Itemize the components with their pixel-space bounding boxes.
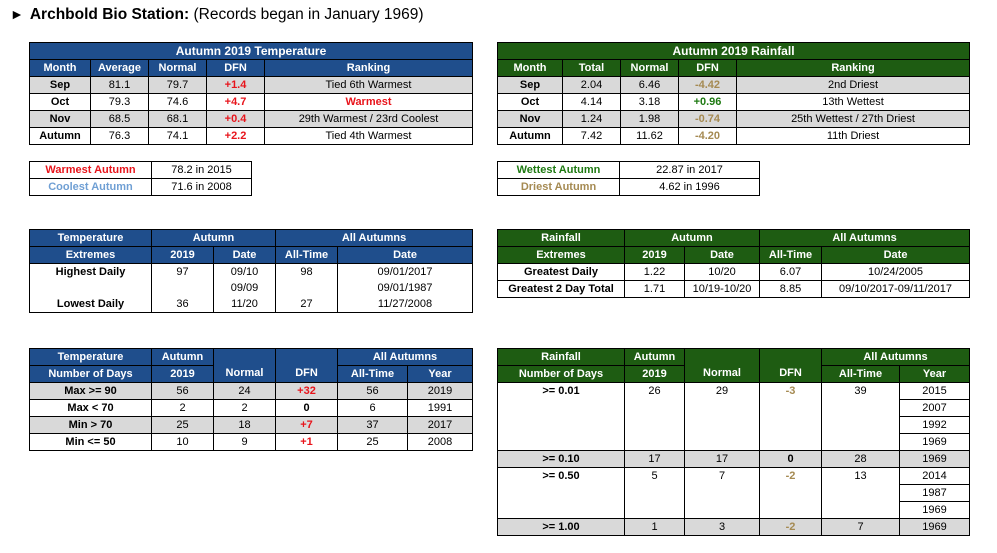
col-header: Ranking	[264, 59, 473, 77]
coolest-autumn-value: 71.6 in 2008	[151, 178, 252, 196]
table-row: >= 0.01 26 29 -3 39 2015	[497, 382, 970, 400]
temperature-days-table: Temperature Autumn All Autumns Number of…	[29, 348, 473, 451]
rainfall-records-table: Wettest Autumn 22.87 in 2017 Driest Autu…	[497, 161, 760, 196]
temperature-extremes-table: Temperature Autumn All Autumns Extremes …	[29, 229, 474, 313]
records-note: (Records began in January 1969)	[193, 6, 424, 23]
table-row: Lowest Daily 36 11/20 27 11/27/2008	[29, 296, 474, 313]
wettest-autumn-value: 22.87 in 2017	[619, 161, 760, 179]
table-row: Min <= 50 10 9 +1 25 2008	[29, 433, 473, 451]
coolest-autumn-label: Coolest Autumn	[29, 178, 152, 196]
table-row: Nov 68.5 68.1 +0.4 29th Warmest / 23rd C…	[29, 110, 473, 128]
driest-autumn-value: 4.62 in 1996	[619, 178, 760, 196]
warmest-autumn-value: 78.2 in 2015	[151, 161, 252, 179]
driest-autumn-label: Driest Autumn	[497, 178, 620, 196]
rainfall-extremes-table: Rainfall Autumn All Autumns Extremes 201…	[497, 229, 971, 298]
table-row: >= 0.10 17 17 0 28 1969	[497, 450, 970, 468]
table-row: Greatest 2 Day Total 1.71 10/19-10/20 8.…	[497, 280, 971, 298]
rainfall-days-table: Rainfall Autumn All Autumns Number of Da…	[497, 348, 970, 536]
table-row: 09/09 09/01/1987	[29, 280, 474, 296]
col-header: Month	[497, 59, 563, 77]
table-row: Highest Daily 97 09/10 98 09/01/2017	[29, 263, 474, 280]
table-title: Autumn 2019 Rainfall	[496, 42, 971, 60]
col-header: DFN	[206, 59, 265, 77]
warmest-autumn-label: Warmest Autumn	[29, 161, 152, 179]
table-row: Max >= 90 56 24 +32 56 2019	[29, 382, 473, 400]
col-header: Ranking	[735, 59, 971, 77]
col-header: DFN	[678, 59, 737, 77]
table-row: Max < 70 2 2 0 6 1991	[29, 399, 473, 417]
table-row: Nov 1.24 1.98 -0.74 25th Wettest / 27th …	[497, 110, 971, 128]
table-row: Greatest Daily 1.22 10/20 6.07 10/24/200…	[497, 263, 971, 281]
table-row: Oct 4.14 3.18 +0.96 13th Wettest	[497, 93, 971, 111]
table-row: >= 0.50 5 7 -2 13 2014	[497, 467, 970, 485]
station-name: Archbold Bio Station:	[29, 6, 190, 23]
table-row: Autumn 7.42 11.62 -4.20 11th Driest	[497, 127, 971, 145]
wettest-autumn-label: Wettest Autumn	[497, 161, 620, 179]
table-row: Autumn 76.3 74.1 +2.2 Tied 4th Warmest	[29, 127, 473, 145]
temperature-summary-table: Autumn 2019 Temperature Month Average No…	[29, 42, 473, 145]
col-header: Total	[562, 59, 621, 77]
arrow-icon: ►	[10, 6, 24, 22]
page-title: ► Archbold Bio Station: (Records began in…	[10, 6, 424, 24]
table-title: Autumn 2019 Temperature	[29, 42, 473, 60]
col-header: Normal	[620, 59, 679, 77]
table-row: Oct 79.3 74.6 +4.7 Warmest	[29, 93, 473, 111]
table-row: Sep 2.04 6.46 -4.42 2nd Driest	[497, 76, 971, 94]
rainfall-summary-table: Autumn 2019 Rainfall Month Total Normal …	[496, 42, 971, 145]
col-header: Month	[29, 59, 91, 77]
table-row: >= 1.00 1 3 -2 7 1969	[497, 518, 970, 536]
temperature-records-table: Warmest Autumn 78.2 in 2015 Coolest Autu…	[29, 161, 252, 196]
col-header: Normal	[148, 59, 207, 77]
table-row: Min > 70 25 18 +7 37 2017	[29, 416, 473, 434]
col-header: Average	[90, 59, 149, 77]
table-row: Sep 81.1 79.7 +1.4 Tied 6th Warmest	[29, 76, 473, 94]
